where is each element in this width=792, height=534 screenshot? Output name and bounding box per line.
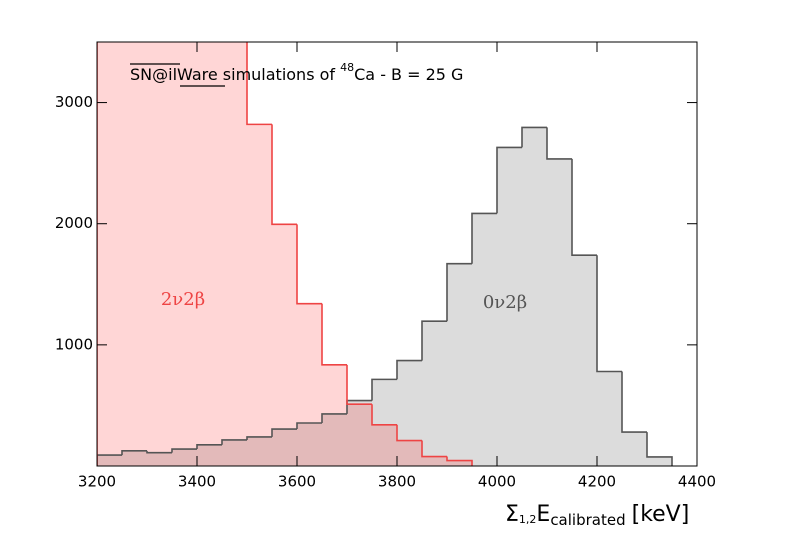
x-axis-label: Σ1,2Ecalibrated [keV] [505, 502, 689, 529]
title-logo: SN@ilWare [130, 65, 218, 84]
histogram-bin [122, 42, 147, 466]
histogram-bin [447, 263, 472, 466]
histogram-bin [547, 158, 572, 466]
x-label-part: E [536, 502, 550, 527]
histogram-bin [572, 255, 597, 466]
histogram-step [321, 303, 347, 366]
histogram-step [296, 224, 322, 305]
histogram-step [521, 126, 547, 148]
x-tick-label: 4400 [678, 473, 716, 491]
histogram-step [446, 262, 472, 322]
histogram-bin [197, 42, 222, 466]
histogram-bin [297, 422, 322, 466]
histogram-step [371, 378, 397, 401]
histogram-bin [197, 444, 222, 466]
histogram-step [121, 450, 147, 456]
x-tick-label: 3200 [78, 473, 116, 491]
histogram-bin [497, 147, 522, 466]
histogram-bin [247, 124, 272, 466]
histogram-step [396, 359, 422, 380]
histogram-bin [222, 42, 247, 466]
y-tick-label: 3000 [55, 93, 93, 111]
x-label-part: [keV] [632, 502, 690, 527]
x-tick-label: 3600 [278, 473, 316, 491]
histogram-bin [222, 439, 247, 466]
histogram-step [596, 255, 622, 373]
histogram-bin [397, 360, 422, 466]
histogram-bin [447, 460, 472, 466]
histogram-bin [372, 424, 397, 466]
histogram-bin [322, 364, 347, 466]
histogram-bin [322, 413, 347, 466]
histogram-step [621, 371, 647, 433]
histogram-bin [397, 440, 422, 466]
histogram-bin [172, 449, 197, 466]
histogram-bin [172, 42, 197, 466]
histogram-bin [472, 213, 497, 466]
histogram-bin [272, 429, 297, 466]
histogram-step [346, 364, 372, 406]
histogram-bin [347, 400, 372, 466]
histogram-step [321, 413, 347, 423]
histogram-bin [297, 303, 322, 466]
histogram-step [471, 212, 497, 264]
histogram-step [171, 448, 197, 453]
title-superscript: 48 [340, 61, 354, 74]
histogram-step [296, 422, 322, 430]
histogram-step [271, 124, 297, 226]
y-tick-label: 2000 [55, 214, 93, 232]
histogram-bin [97, 455, 122, 466]
histogram-bin [622, 432, 647, 466]
x-tick-label: 3400 [178, 473, 216, 491]
histogram-bin [97, 42, 122, 466]
histogram-step [421, 440, 447, 458]
chart-title: SN@ilWare simulations of 48Ca - B = 25 G [130, 61, 463, 84]
histogram-step [571, 158, 597, 257]
histogram-bin [147, 452, 172, 466]
title-text: Ca - B = 25 G [354, 65, 463, 84]
y-tick-label: 1000 [55, 335, 93, 353]
histogram-bin [122, 450, 147, 466]
histogram-bin [147, 42, 172, 466]
histogram-step [421, 320, 447, 361]
histogram-step [371, 404, 397, 426]
x-label-subscript: calibrated [550, 511, 625, 529]
histogram-step [246, 42, 272, 126]
histogram-step [97, 454, 122, 466]
x-tick-label: 3800 [378, 473, 416, 491]
histogram-step [396, 424, 422, 442]
histogram-step [271, 428, 297, 437]
series-label: 2ν2β [161, 289, 205, 310]
series-label: 0ν2β [483, 292, 527, 313]
histogram-step [496, 146, 522, 214]
histogram-bin [372, 379, 397, 466]
title-text: simulations of [223, 65, 336, 84]
histogram-bin [647, 456, 672, 466]
histogram-bin [522, 127, 547, 466]
x-label-subscript: 1,2 [519, 513, 537, 526]
histogram-step [196, 443, 222, 450]
histogram-bin [422, 321, 447, 466]
histogram-bin [597, 371, 622, 466]
histogram-step [146, 450, 172, 454]
histogram-step [546, 127, 572, 160]
plot-area [97, 42, 673, 466]
histogram-bin [347, 404, 372, 466]
histogram-step [221, 439, 247, 445]
histogram-bin [272, 224, 297, 466]
x-tick-label: 4200 [578, 473, 616, 491]
histogram-step [446, 456, 473, 466]
histogram-bin [422, 456, 447, 466]
x-label-part: Σ [505, 502, 519, 527]
histogram-bin [247, 436, 272, 466]
histogram-step [246, 436, 272, 440]
x-tick-label: 4000 [478, 473, 516, 491]
histogram-step [646, 432, 673, 466]
